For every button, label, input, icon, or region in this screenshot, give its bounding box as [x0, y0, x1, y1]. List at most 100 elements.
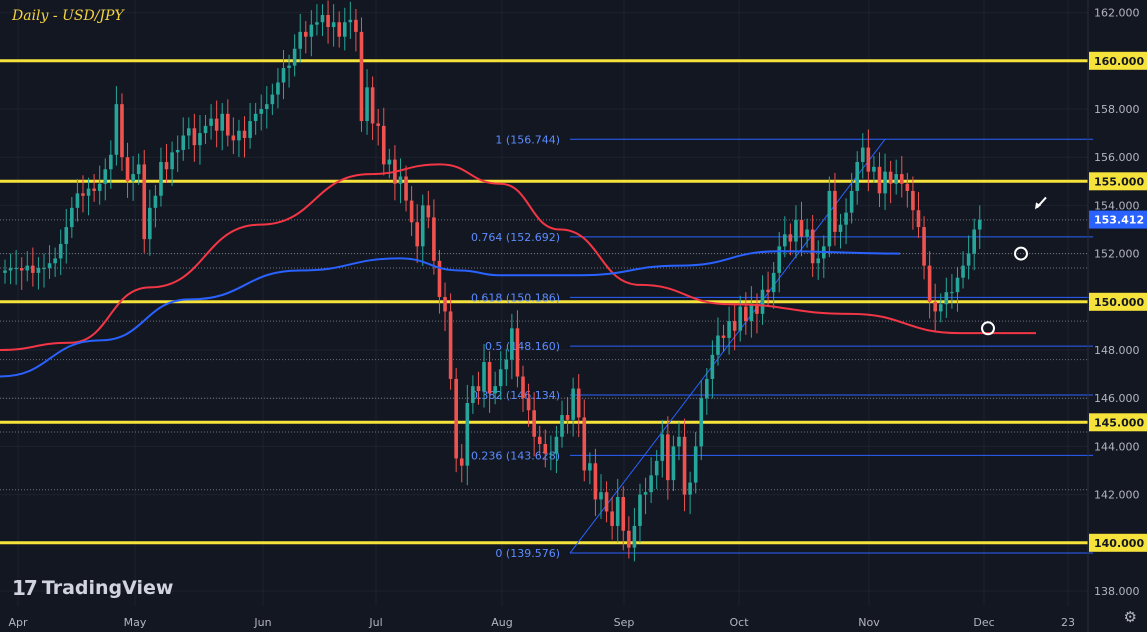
- candle-body: [838, 224, 843, 232]
- candle-body: [331, 22, 336, 28]
- candle-body: [810, 229, 815, 264]
- candle-body: [264, 104, 269, 109]
- candle-body: [187, 128, 191, 136]
- candle-body: [281, 68, 286, 83]
- candle-body: [860, 147, 865, 163]
- candle-body: [749, 304, 754, 322]
- fib-level-label: 0 (139.576): [495, 547, 560, 560]
- candle-body: [537, 436, 542, 444]
- candle-body: [242, 130, 247, 138]
- time-axis[interactable]: Apr May Jun Jul Aug Sep Oct Nov Dec 23: [8, 616, 1075, 629]
- candle-body: [365, 87, 369, 122]
- candle-body: [31, 265, 35, 273]
- candle-body: [326, 15, 330, 28]
- time-tick-label: Sep: [614, 616, 635, 629]
- candle-body: [599, 492, 603, 500]
- time-tick-label: Oct: [729, 616, 749, 629]
- candle-body: [688, 482, 692, 495]
- fib-level-label: 1 (156.744): [495, 133, 560, 146]
- candle-body: [504, 359, 509, 370]
- candle-body: [426, 205, 431, 218]
- price-tick-label: 154.000: [1094, 199, 1140, 212]
- candle-body: [521, 376, 525, 399]
- candle-body: [755, 304, 759, 314]
- candle-body: [588, 463, 592, 471]
- candle-body: [315, 22, 319, 25]
- key-level-price-tag: [1089, 172, 1147, 191]
- candle-body: [120, 104, 124, 158]
- key-level-price-tag: [1089, 51, 1147, 70]
- candle-body: [192, 128, 197, 146]
- candle-body: [487, 362, 492, 394]
- candle-body: [175, 149, 180, 153]
- candle-body: [136, 164, 141, 175]
- candle-body: [214, 118, 219, 131]
- fib-level-label: 0.618 (150.186): [471, 291, 560, 304]
- candle-body: [387, 159, 392, 165]
- candle-body: [276, 82, 280, 95]
- fib-level-label: 0.236 (143.628): [471, 449, 560, 462]
- candle-body: [415, 222, 419, 247]
- candle-body: [370, 87, 375, 124]
- candle-body: [298, 31, 303, 49]
- candle-body: [705, 378, 709, 399]
- candle-body: [498, 369, 503, 387]
- candle-body: [381, 125, 386, 165]
- candle-body: [303, 31, 308, 37]
- candle-body: [576, 388, 581, 418]
- candle-body: [354, 19, 358, 32]
- candle-body: [905, 183, 910, 191]
- candle-body: [777, 246, 782, 273]
- brand-name: TradingView: [41, 577, 174, 599]
- candle-body: [682, 436, 687, 495]
- candle-body: [420, 205, 425, 247]
- gear-icon[interactable]: ⚙: [1123, 608, 1137, 626]
- chart-annotations: [981, 196, 1047, 336]
- candle-body: [19, 268, 24, 271]
- candle-body: [788, 234, 793, 242]
- fibonacci-retracement[interactable]: 1 (156.744) 0.764 (152.692) 0.618 (150.186…: [471, 133, 1093, 560]
- candle-body: [621, 497, 626, 531]
- candle-body: [727, 321, 731, 338]
- key-level-price-label: 160.000: [1094, 55, 1144, 68]
- candle-body: [109, 154, 113, 170]
- candle-body: [476, 386, 481, 391]
- candle-body: [159, 162, 163, 196]
- time-tick-label: Jun: [253, 616, 271, 629]
- candle-body: [966, 253, 971, 266]
- price-axis[interactable]: 138.000 140.000 142.000 144.000 146.000 148.0…: [1087, 0, 1147, 632]
- candle-body: [209, 118, 213, 126]
- key-level-price-label: 140.000: [1094, 537, 1144, 550]
- candle-body: [916, 210, 921, 228]
- price-tick-label: 138.000: [1094, 585, 1140, 598]
- candle-body: [977, 219, 982, 230]
- candle-body: [816, 258, 821, 264]
- candle-body: [877, 166, 882, 194]
- candle-body: [565, 415, 570, 420]
- candle-body: [660, 434, 665, 461]
- candle-body: [510, 328, 514, 360]
- candle-body: [738, 306, 743, 331]
- candle-body: [459, 458, 464, 466]
- candle-body: [86, 188, 91, 196]
- price-tick-label: 158.000: [1094, 103, 1140, 116]
- candle-body: [961, 265, 965, 278]
- candle-body: [794, 219, 798, 242]
- candle-body: [103, 169, 108, 184]
- candle-body: [53, 258, 57, 264]
- time-tick-label: May: [124, 616, 147, 629]
- candle-body: [443, 296, 447, 312]
- last-price-label: 153.412: [1094, 214, 1144, 227]
- candle-body: [64, 227, 69, 244]
- candle-body: [131, 174, 135, 182]
- fib-level-label: 0.5 (148.160): [485, 340, 560, 353]
- fib-level-label: 0.764 (152.692): [471, 231, 560, 244]
- candle-body: [604, 492, 609, 512]
- candle-body: [866, 147, 871, 172]
- candle-body: [666, 434, 670, 481]
- candle-body: [142, 164, 147, 240]
- price-tick-label: 146.000: [1094, 392, 1140, 405]
- candle-body: [287, 65, 291, 69]
- tradingview-brand[interactable]: 17 TradingView: [12, 576, 173, 600]
